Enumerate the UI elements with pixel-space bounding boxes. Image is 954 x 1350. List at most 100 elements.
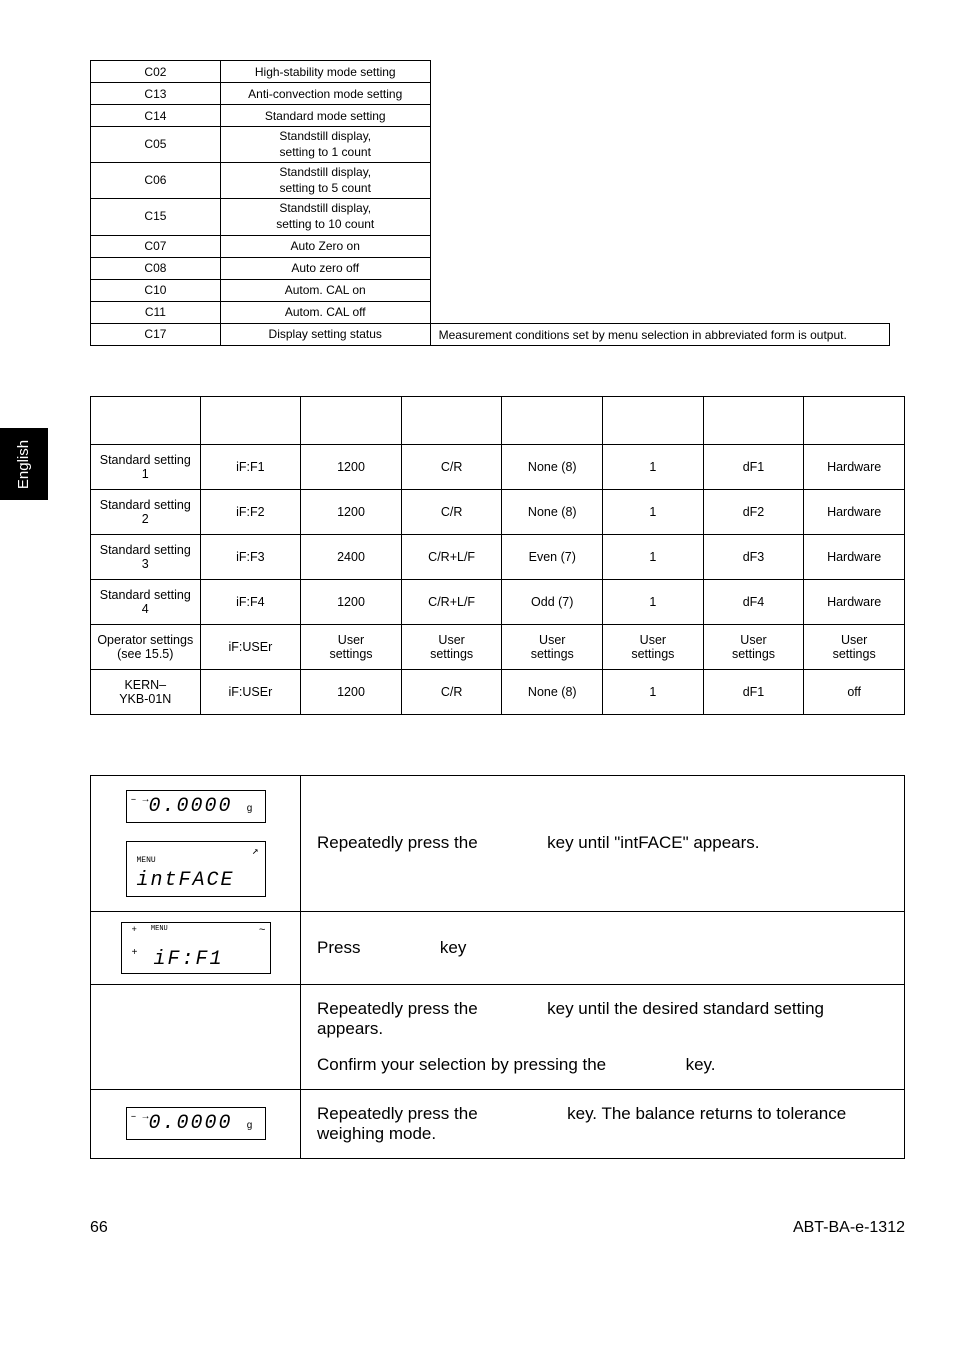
data-cell: dF3 — [703, 534, 804, 579]
code-cell: C17 — [91, 323, 221, 345]
lcd-unit: g — [246, 1121, 252, 1132]
table-row: KERN–YKB-01NiF:USEr1200C/RNone (8)1dF1of… — [91, 669, 905, 714]
data-cell: iF:F3 — [200, 534, 301, 579]
code-cell: C10 — [91, 279, 221, 301]
instruction-cell: Repeatedly press the key. The balance re… — [301, 1089, 905, 1158]
table-header-row — [91, 396, 905, 444]
procedure-row: – → 0.0000 g Repeatedly press the key. T… — [91, 1089, 905, 1158]
instruction-text: key. — [681, 1055, 716, 1074]
arrow-icon: ↗ — [252, 844, 261, 858]
instruction-text: Repeatedly press the — [317, 1104, 482, 1123]
data-cell: dF1 — [703, 669, 804, 714]
lcd-display: + MENU + iF:F1 ~ — [121, 922, 271, 974]
code-cell: C08 — [91, 257, 221, 279]
data-cell: Hardware — [804, 534, 905, 579]
lcd-display: MENU intFACE ↗ — [126, 841, 266, 897]
spacer-cell — [430, 61, 889, 324]
data-cell: 1 — [603, 579, 704, 624]
language-label: English — [16, 439, 33, 488]
data-cell: 1 — [603, 489, 704, 534]
data-cell: Usersettings — [804, 624, 905, 669]
desc-cell: Auto zero off — [220, 257, 430, 279]
data-cell: off — [804, 669, 905, 714]
code-cell: C13 — [91, 83, 221, 105]
instruction-cell: Press key — [301, 911, 905, 984]
instruction-text: Repeatedly press the — [317, 833, 482, 852]
data-cell: Even (7) — [502, 534, 603, 579]
lcd-display: – → 0.0000 g — [126, 1107, 266, 1140]
instruction-text: Confirm your selection by pressing the — [317, 1055, 611, 1074]
row-header: Standard setting 1 — [91, 444, 201, 489]
instruction-text: key — [435, 938, 466, 957]
procedure-row: – → 0.0000 g MENU intFACE ↗ Repeatedly pr… — [91, 775, 905, 911]
data-cell: 2400 — [301, 534, 402, 579]
data-cell: Odd (7) — [502, 579, 603, 624]
lcd-value: intFACE — [137, 869, 235, 892]
arrow-icon: – → — [131, 1112, 149, 1123]
procedure-row: Repeatedly press the key until the desir… — [91, 984, 905, 1089]
data-cell: Usersettings — [603, 624, 704, 669]
code-cell: C07 — [91, 235, 221, 257]
data-cell: None (8) — [502, 669, 603, 714]
arrow-icon: – → — [131, 795, 149, 806]
lcd-value: 0.0000 — [148, 1112, 232, 1135]
data-cell: dF1 — [703, 444, 804, 489]
table-row: Standard setting 1iF:F11200C/RNone (8)1d… — [91, 444, 905, 489]
desc-cell: Display setting status — [220, 323, 430, 345]
menu-label: MENU — [137, 856, 156, 865]
table-row: Standard setting 2iF:F21200C/RNone (8)1d… — [91, 489, 905, 534]
data-cell: Usersettings — [502, 624, 603, 669]
data-cell: 1 — [603, 669, 704, 714]
row-header: Standard setting 2 — [91, 489, 201, 534]
lcd-value: iF:F1 — [154, 948, 224, 971]
desc-cell: Standstill display,setting to 1 count — [220, 127, 430, 163]
table-row: C17Display setting statusMeasurement con… — [91, 323, 890, 345]
data-cell: Hardware — [804, 489, 905, 534]
table-row: Operator settings(see 15.5)iF:USErUserse… — [91, 624, 905, 669]
row-header: Operator settings(see 15.5) — [91, 624, 201, 669]
language-tab: English — [0, 428, 48, 500]
data-cell: None (8) — [502, 444, 603, 489]
procedure-table: – → 0.0000 g MENU intFACE ↗ Repeatedly pr… — [90, 775, 905, 1159]
code-cell: C14 — [91, 105, 221, 127]
settings-table: C02High-stability mode settingC13Anti-co… — [90, 60, 890, 346]
lcd-display: – → 0.0000 g — [126, 790, 266, 823]
interface-table: Standard setting 1iF:F11200C/RNone (8)1d… — [90, 396, 905, 715]
desc-cell: Anti-convection mode setting — [220, 83, 430, 105]
data-cell: Usersettings — [301, 624, 402, 669]
data-cell: dF2 — [703, 489, 804, 534]
instruction-cell: Repeatedly press the key until "intFACE"… — [301, 775, 905, 911]
data-cell: iF:F1 — [200, 444, 301, 489]
table-row: C02High-stability mode setting — [91, 61, 890, 83]
data-cell: 1200 — [301, 669, 402, 714]
instruction-text: key until "intFACE" appears. — [542, 833, 759, 852]
data-cell: Hardware — [804, 444, 905, 489]
instruction-text: Press — [317, 938, 365, 957]
code-cell: C02 — [91, 61, 221, 83]
instruction-cell: Repeatedly press the key until the desir… — [301, 984, 905, 1089]
data-cell: Usersettings — [401, 624, 502, 669]
plus-icon: + — [132, 925, 137, 935]
desc-cell: Standstill display,setting to 10 count — [220, 199, 430, 235]
data-cell: iF:USEr — [200, 624, 301, 669]
data-cell: C/R — [401, 489, 502, 534]
desc-cell: Autom. CAL on — [220, 279, 430, 301]
row-header: Standard setting 4 — [91, 579, 201, 624]
data-cell: 1200 — [301, 489, 402, 534]
procedure-row: + MENU + iF:F1 ~ Press key — [91, 911, 905, 984]
data-cell: C/R+L/F — [401, 579, 502, 624]
data-cell: C/R+L/F — [401, 534, 502, 579]
data-cell: Usersettings — [703, 624, 804, 669]
data-cell: dF4 — [703, 579, 804, 624]
data-cell: iF:F2 — [200, 489, 301, 534]
data-cell: iF:USEr — [200, 669, 301, 714]
data-cell: 1 — [603, 444, 704, 489]
data-cell: 1200 — [301, 444, 402, 489]
table-row: Standard setting 3iF:F32400C/R+L/FEven (… — [91, 534, 905, 579]
data-cell: 1200 — [301, 579, 402, 624]
menu-label: MENU — [151, 925, 168, 933]
data-cell: 1 — [603, 534, 704, 579]
page-number: 66 — [90, 1219, 108, 1237]
data-cell: C/R — [401, 669, 502, 714]
data-cell: C/R — [401, 444, 502, 489]
